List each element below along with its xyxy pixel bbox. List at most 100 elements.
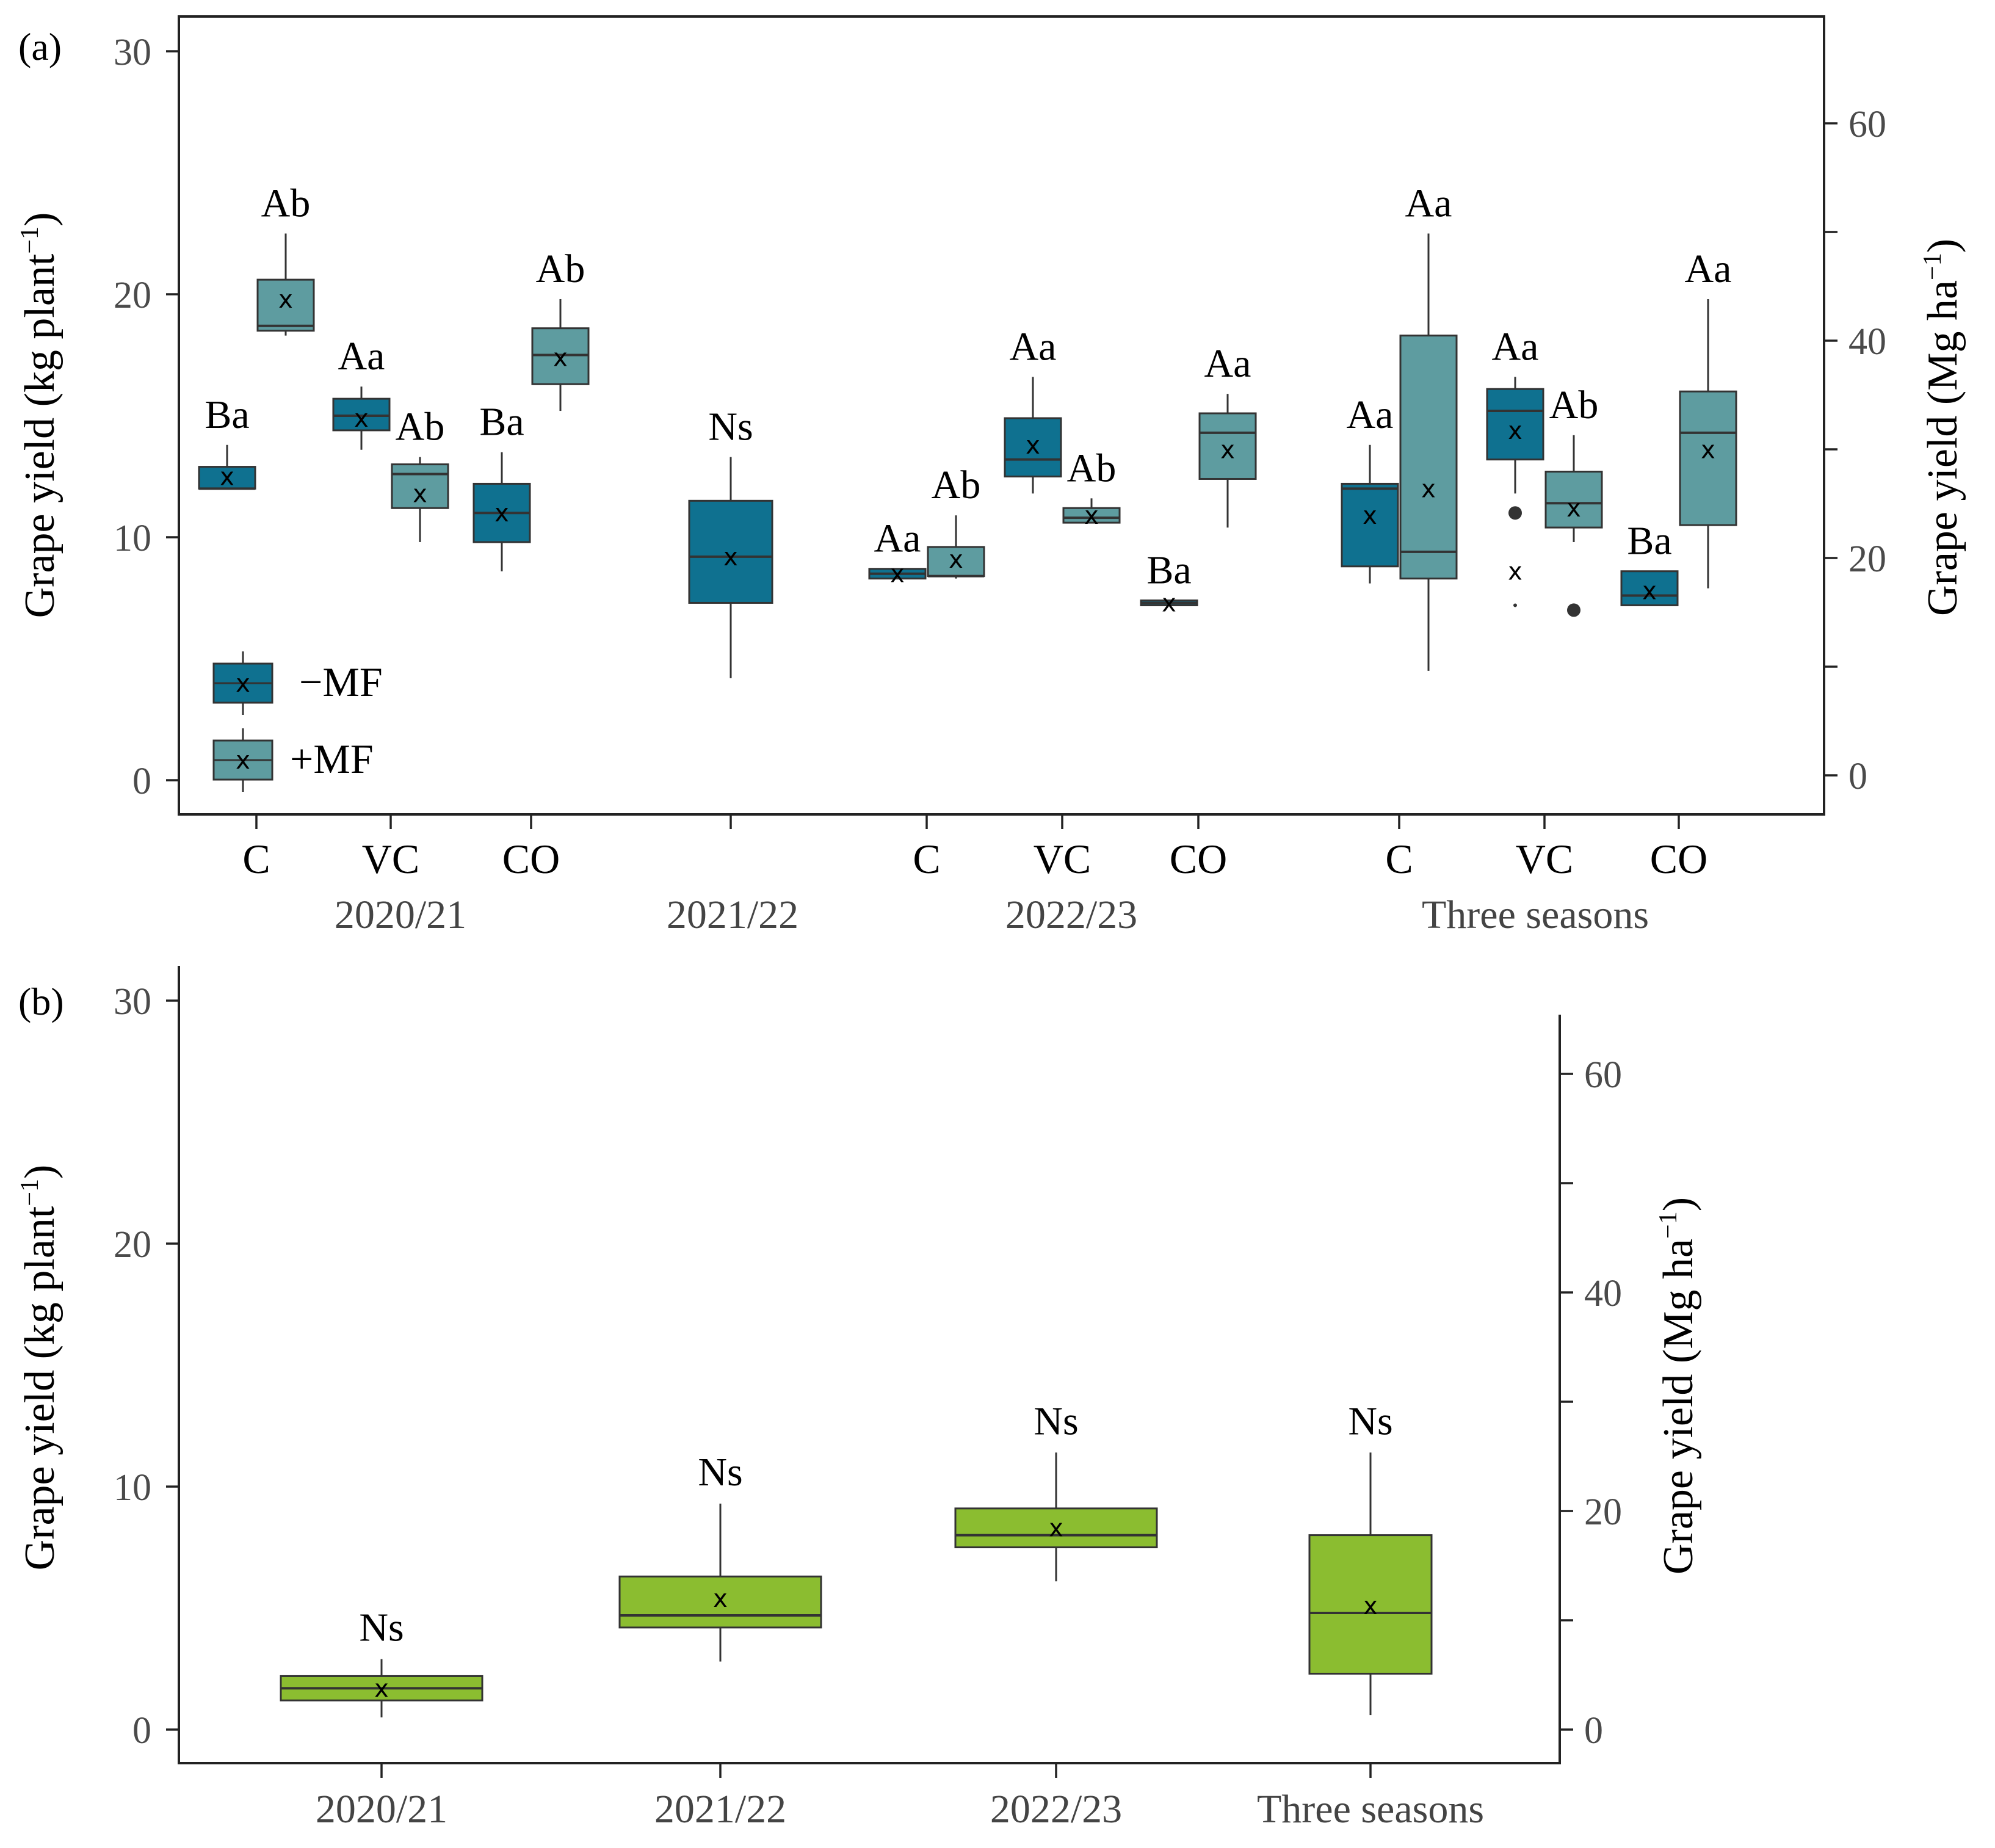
box-Threeseasons-CO-minus-mf: x Ba — [1620, 519, 1679, 606]
category-label: CO — [1170, 836, 1227, 882]
significance-letter: Ba — [1146, 548, 1191, 592]
box-body — [688, 499, 773, 604]
mean-marker: x — [890, 560, 905, 589]
outlier-marker: x — [1508, 558, 1522, 586]
significance-letter: Ns — [698, 1450, 742, 1495]
panel-b: (b) 0 10 20 30 0 20 40 60 x Ns x Ns x Ns x Ns 2020/21… — [16, 966, 1702, 1832]
box-202223-VC-minus-mf: x Aa — [1004, 324, 1062, 494]
y2-tick-label: 40 — [1848, 321, 1886, 363]
axis-title-superscript: −1 — [16, 226, 44, 254]
significance-letter: Ns — [1034, 1399, 1078, 1443]
category-label: C — [913, 836, 940, 882]
category-label: Three seasons — [1257, 1787, 1484, 1832]
panel-a-label: (a) — [18, 25, 62, 68]
y-tick-label: 30 — [114, 981, 151, 1023]
mean-marker: x — [494, 499, 509, 527]
significance-letter: Aa — [1204, 341, 1251, 386]
mean-marker: x — [1642, 578, 1657, 606]
panel-b-left-axis-title: Grape yield (kg plant−1) — [16, 1165, 63, 1571]
y2-tick-label: 20 — [1848, 538, 1886, 580]
y2-tick-label: 20 — [1584, 1491, 1622, 1533]
y-tick-label: 10 — [114, 518, 151, 559]
significance-letter: Ab — [932, 463, 981, 507]
legend-minus-mf-mean: x — [236, 670, 250, 698]
group-label: 2020/21 — [335, 893, 466, 937]
y-tick-label: 20 — [114, 275, 151, 316]
significance-letter: Ab — [1067, 446, 1117, 490]
mean-marker: x — [1363, 502, 1377, 530]
mean-marker: x — [1026, 432, 1040, 460]
mean-marker: x — [553, 344, 568, 372]
mean-marker: x — [1508, 417, 1522, 445]
box-202223: x Ns — [954, 1399, 1158, 1582]
significance-letter: Aa — [1685, 247, 1732, 291]
box-202223-C-minus-mf: xAa — [868, 516, 927, 589]
mean-marker: x — [1220, 437, 1235, 465]
mean-marker: x — [713, 1585, 728, 1613]
axis-title-superscript: −1 — [1654, 1211, 1682, 1239]
box-body — [391, 463, 449, 509]
box-202021: x Ns — [280, 1606, 483, 1718]
box-202021-C-minus-mf: x Ba — [198, 393, 256, 491]
mean-marker: x — [1049, 1515, 1063, 1543]
group-label: 2022/23 — [1005, 893, 1137, 937]
axis-title-text: Grape yield (Mg ha — [1919, 280, 1966, 616]
box-202021-CO-minus-mf: x Ba — [472, 400, 531, 571]
group-label: Three seasons — [1422, 893, 1649, 937]
mean-marker: x — [1701, 437, 1715, 465]
axis-title-close: ) — [1655, 1197, 1702, 1211]
significance-letter: Ab — [1549, 383, 1599, 427]
category-label: VC — [362, 836, 419, 882]
axis-title-close: ) — [16, 212, 63, 226]
mean-marker: x — [220, 463, 234, 491]
panel-b-right-axis-title: Grape yield (Mg ha−1) — [1654, 1197, 1702, 1574]
box-Threeseasons-C-plus-mf: x Aa — [1399, 181, 1458, 671]
significance-letter: Aa — [338, 334, 385, 379]
y2-tick-label: 60 — [1584, 1054, 1622, 1096]
box-202223-C-plus-mf: x Ab — [927, 463, 985, 579]
box-body — [256, 278, 315, 332]
mean-marker: x — [1363, 1592, 1378, 1620]
group-label: 2021/22 — [667, 893, 798, 937]
significance-letter: Aa — [1347, 393, 1394, 437]
y-tick-label: 20 — [114, 1224, 151, 1266]
legend-plus-mf-label: +MF — [290, 736, 374, 782]
significance-letter: Aa — [1405, 181, 1452, 226]
box-202223-CO-plus-mf: x Aa — [1198, 341, 1257, 528]
axis-title-superscript: −1 — [1919, 253, 1947, 280]
axis-title-close: ) — [1919, 239, 1966, 253]
y2-tick-label: 0 — [1848, 756, 1867, 797]
box-body — [1004, 417, 1062, 477]
y-tick-label: 0 — [132, 761, 151, 802]
category-label: VC — [1034, 836, 1091, 882]
significance-letter: Ba — [1627, 519, 1671, 563]
box-body — [1486, 388, 1544, 461]
panel-a-right-axis: 0 20 40 60 — [1823, 66, 1886, 814]
box-202122: x Ns — [618, 1450, 822, 1662]
mean-marker: x — [374, 1675, 389, 1703]
axis-title-text: Grape yield (kg plant — [16, 253, 63, 618]
significance-letter: Aa — [1010, 324, 1057, 369]
box-body — [1399, 335, 1458, 580]
mean-marker: x — [723, 543, 738, 571]
mean-marker: x — [278, 286, 293, 314]
mean-marker: x — [354, 405, 369, 433]
category-label: C — [1385, 836, 1413, 882]
box-body — [198, 466, 256, 490]
panel-b-left-axis: 0 10 20 30 — [114, 981, 179, 1752]
box-202021-CO-plus-mf: x Ab — [531, 247, 590, 411]
box-body — [1198, 412, 1257, 480]
y2-tick-label: 40 — [1584, 1273, 1622, 1314]
significance-letter: Aa — [874, 516, 921, 561]
box-Threeseasons-VC-plus-mf: x Ab — [1544, 383, 1603, 617]
category-label: 2020/21 — [316, 1787, 447, 1832]
y2-tick-label: 0 — [1584, 1710, 1603, 1752]
panel-b-category-labels: 2020/21 2021/22 2022/23 Three seasons — [316, 1763, 1484, 1832]
y2-tick-label: 60 — [1848, 104, 1886, 145]
mean-marker: x — [1084, 502, 1099, 530]
panel-a-category-labels: C VC CO C VC CO C VC CO — [242, 814, 1707, 882]
box-202223-VC-plus-mf: x Ab — [1062, 446, 1121, 530]
